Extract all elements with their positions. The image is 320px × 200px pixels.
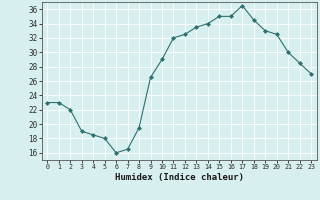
- X-axis label: Humidex (Indice chaleur): Humidex (Indice chaleur): [115, 173, 244, 182]
